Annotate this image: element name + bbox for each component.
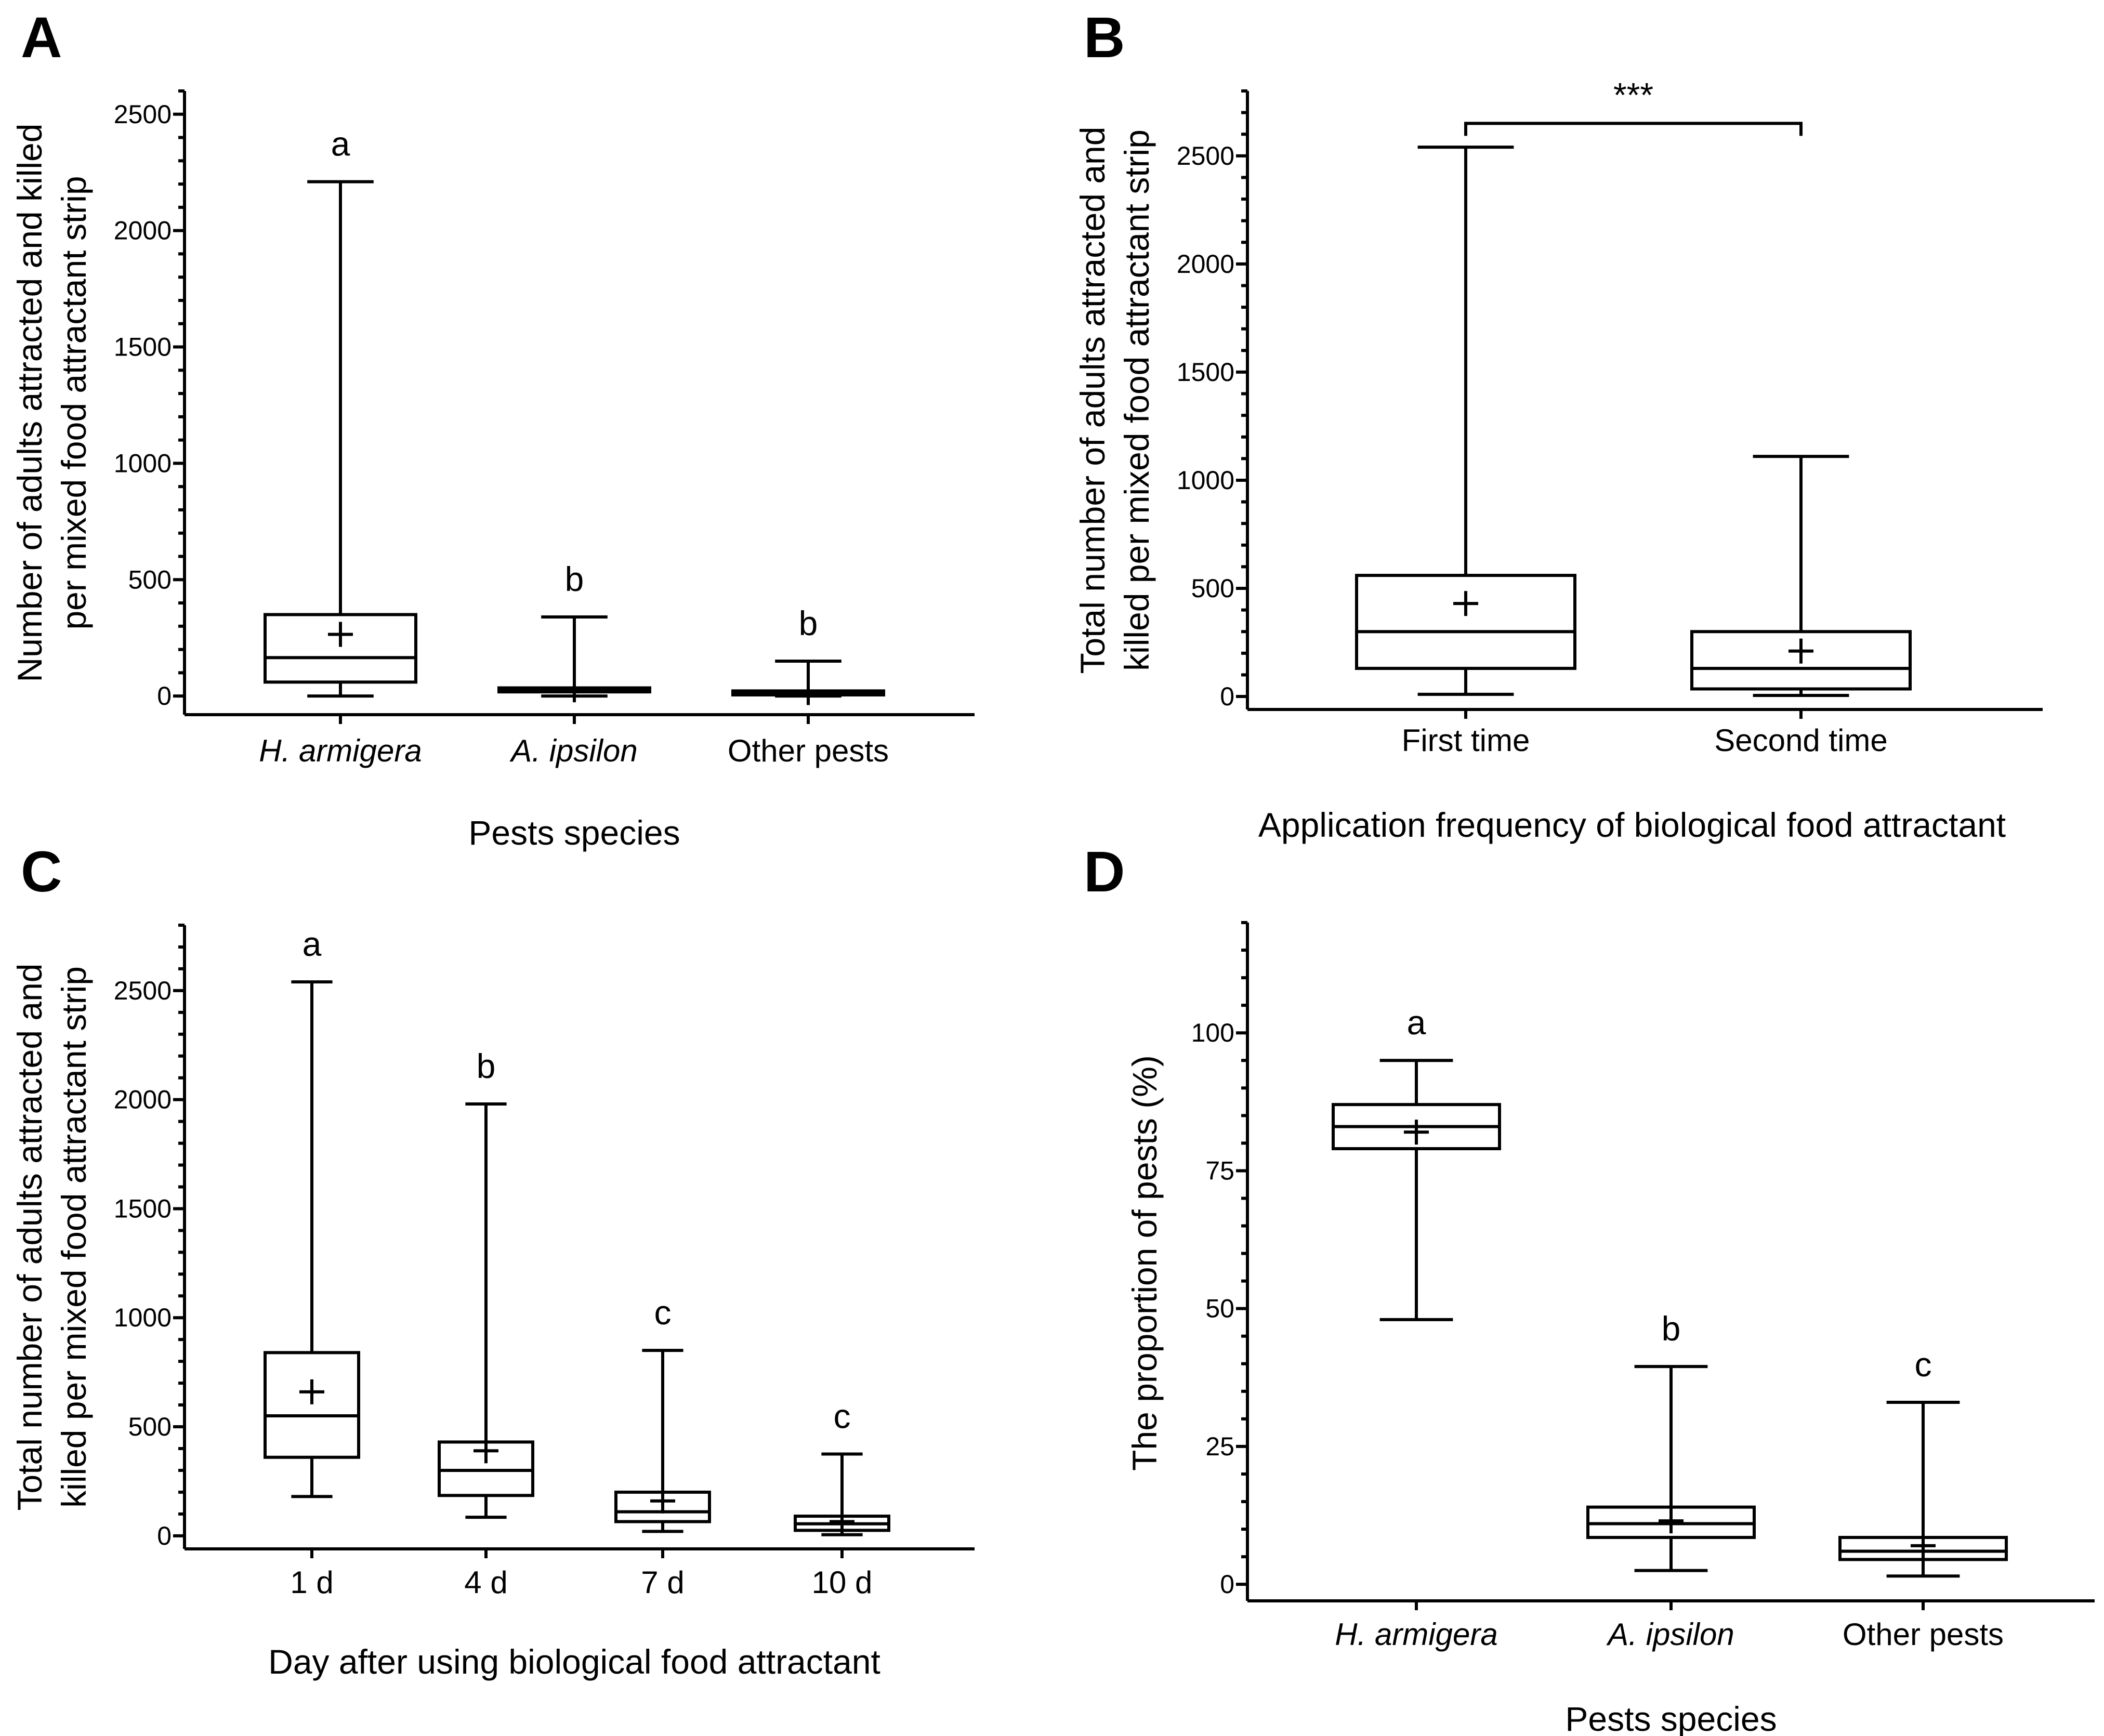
y-tick-label: 1500 bbox=[114, 1194, 172, 1223]
mean-marker bbox=[1789, 638, 1813, 664]
iqr-box bbox=[1690, 630, 1912, 691]
significance-letter: a bbox=[303, 925, 322, 963]
y-axis-label: killed per mixed food attractant strip bbox=[55, 966, 93, 1508]
y-axis-label: The proportion of pests (%) bbox=[1125, 1055, 1164, 1471]
y-tick-label: 1500 bbox=[114, 333, 172, 362]
y-tick-label: 25 bbox=[1205, 1432, 1234, 1461]
panel-label: D bbox=[1084, 840, 1125, 904]
y-tick-label: 0 bbox=[157, 1521, 172, 1550]
x-axis-label: Day after using biological food attracta… bbox=[268, 1642, 880, 1681]
mean-marker bbox=[1404, 1120, 1429, 1145]
significance-letter: b bbox=[477, 1047, 496, 1085]
x-tick-label: First time bbox=[1402, 723, 1530, 758]
y-tick-label: 2500 bbox=[114, 976, 172, 1005]
box-1 bbox=[1355, 146, 1576, 696]
x-tick-label: Other pests bbox=[728, 733, 889, 768]
x-axis-label: Pests species bbox=[1565, 1700, 1777, 1736]
box-3: c bbox=[1838, 1345, 2008, 1578]
mean-marker bbox=[650, 1488, 675, 1514]
x-tick-label: H. armigera bbox=[259, 733, 422, 768]
y-tick-label: 0 bbox=[157, 681, 172, 711]
box-3: b bbox=[731, 604, 885, 705]
y-tick-label: 1000 bbox=[114, 449, 172, 478]
significance-letter: b bbox=[799, 604, 818, 642]
significance-letter: a bbox=[1407, 1003, 1426, 1042]
iqr-box bbox=[264, 613, 417, 684]
y-tick-label: 0 bbox=[1220, 1570, 1234, 1599]
panel-label: C bbox=[21, 840, 62, 904]
x-tick-label: 1 d bbox=[290, 1565, 333, 1600]
x-tick-label: Second time bbox=[1714, 723, 1888, 758]
box-1: a bbox=[1332, 1003, 1501, 1321]
y-tick-label: 75 bbox=[1205, 1156, 1234, 1185]
mean-marker bbox=[1453, 591, 1478, 616]
mean-marker bbox=[299, 1379, 324, 1404]
panel-label: B bbox=[1084, 6, 1125, 70]
box-2 bbox=[1690, 455, 1912, 697]
y-axis-label: killed per mixed food attractant strip bbox=[1117, 129, 1156, 671]
mean-marker bbox=[562, 677, 587, 703]
significance-letter: a bbox=[331, 125, 350, 163]
box-2: b bbox=[497, 560, 651, 703]
x-tick-label: A. ipsilon bbox=[1606, 1617, 1734, 1652]
box-1: a bbox=[264, 925, 360, 1498]
x-axis-label: Application frequency of biological food… bbox=[1258, 806, 2006, 844]
mean-marker bbox=[1911, 1533, 1936, 1558]
significance-letter: c bbox=[654, 1293, 672, 1332]
panel-c: C 0 500 1000 1500 2000 2500 1 d 4 d 7 d 10 d Day af… bbox=[10, 840, 975, 1681]
y-tick-label: 2000 bbox=[114, 1085, 172, 1114]
box-2: b bbox=[438, 1047, 534, 1519]
iqr-box bbox=[264, 1351, 360, 1459]
y-axis-label: Number of adults attracted and killed bbox=[10, 124, 49, 682]
significance-letter: c bbox=[1915, 1345, 1932, 1384]
y-tick-label: 500 bbox=[128, 565, 172, 594]
mean-marker bbox=[328, 622, 353, 647]
y-tick-label: 2000 bbox=[1177, 249, 1234, 279]
x-tick-label: A. ipsilon bbox=[509, 733, 637, 768]
y-tick-label: 50 bbox=[1205, 1294, 1234, 1323]
y-tick-label: 100 bbox=[1191, 1018, 1234, 1047]
y-tick-label: 2500 bbox=[1177, 141, 1234, 170]
panel-d: D 0 25 50 75 100 H. armigera A. ipsilon Other pe… bbox=[1084, 840, 2095, 1736]
mean-marker bbox=[830, 1509, 854, 1534]
y-axis-label: Total number of adults attracted and bbox=[10, 964, 49, 1511]
y-tick-label: 2500 bbox=[114, 100, 172, 129]
box-2: b bbox=[1586, 1309, 1756, 1572]
significance-stars: *** bbox=[1613, 75, 1653, 114]
x-tick-label: 7 d bbox=[641, 1565, 684, 1600]
x-tick-label: H. armigera bbox=[1335, 1617, 1497, 1652]
significance-letter: b bbox=[565, 560, 584, 598]
significance-bracket bbox=[1464, 122, 1803, 136]
y-axis-label: per mixed food attractant strip bbox=[55, 176, 93, 629]
box-3: c bbox=[614, 1293, 711, 1533]
iqr-box bbox=[1355, 574, 1576, 670]
y-tick-label: 500 bbox=[128, 1412, 172, 1441]
significance-letter: b bbox=[1662, 1309, 1681, 1348]
box-1: a bbox=[264, 125, 417, 698]
y-tick-label: 1500 bbox=[1177, 358, 1234, 387]
y-tick-label: 1000 bbox=[114, 1303, 172, 1332]
mean-marker bbox=[1659, 1508, 1684, 1534]
x-tick-label: Other pests bbox=[1843, 1617, 2004, 1652]
y-tick-label: 500 bbox=[1191, 574, 1234, 603]
panel-label: A bbox=[21, 6, 62, 70]
significance-letter: c bbox=[834, 1397, 851, 1435]
y-tick-label: 2000 bbox=[114, 216, 172, 245]
y-tick-label: 0 bbox=[1220, 682, 1234, 711]
x-tick-label: 4 d bbox=[464, 1565, 507, 1600]
y-axis-label: Total number of adults attracted and bbox=[1073, 127, 1112, 674]
panel-b: B 0 500 1000 1500 2000 2500 First time Second ti… bbox=[1073, 6, 2043, 844]
mean-marker bbox=[474, 1438, 498, 1464]
y-tick-label: 1000 bbox=[1177, 466, 1234, 495]
panel-a: A 0 500 1000 1500 2000 2500 H. armigera A. ipsil… bbox=[10, 6, 975, 852]
x-tick-label: 10 d bbox=[812, 1565, 873, 1600]
box-4: c bbox=[794, 1397, 890, 1536]
mean-marker bbox=[796, 680, 821, 705]
x-axis-label: Pests species bbox=[468, 813, 680, 852]
